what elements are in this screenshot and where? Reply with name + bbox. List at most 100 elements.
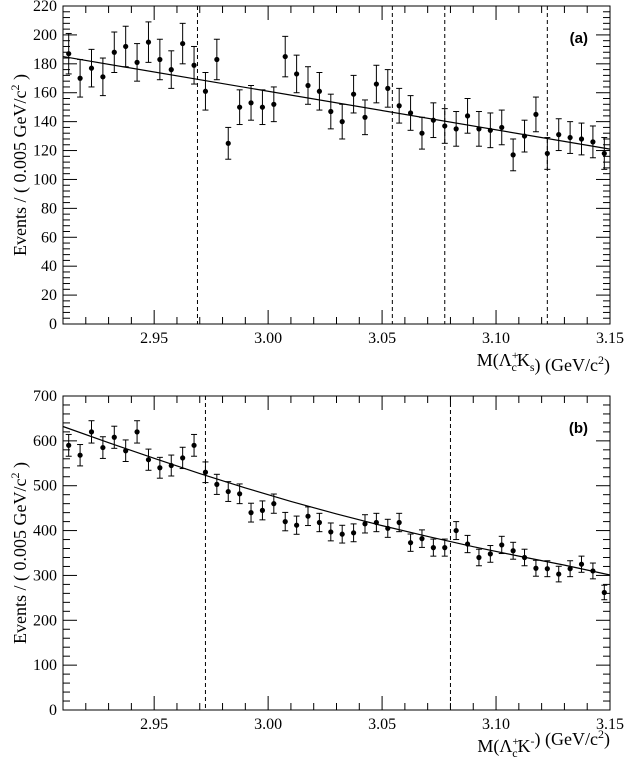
y-tick-label: 0 xyxy=(49,316,57,333)
y-tick-label: 700 xyxy=(33,388,57,405)
x-tick-label: 3.05 xyxy=(368,330,396,347)
data-point xyxy=(476,554,482,561)
data-point xyxy=(123,43,129,50)
data-point xyxy=(407,110,414,116)
data-point xyxy=(225,488,231,495)
data-point xyxy=(214,481,220,487)
data-point xyxy=(510,548,516,554)
data-point xyxy=(191,442,197,448)
data-point xyxy=(66,442,72,448)
x-axis-title: M(Λ+ cK-) (GeV/c2) xyxy=(477,727,610,760)
data-point xyxy=(544,150,550,157)
data-point xyxy=(373,519,379,526)
data-point xyxy=(578,561,585,567)
data-point xyxy=(453,527,459,534)
data-point xyxy=(556,132,562,138)
data-point xyxy=(259,507,266,513)
data-point xyxy=(100,74,106,80)
data-point xyxy=(544,566,550,572)
y-tick-label: 120 xyxy=(33,143,57,160)
data-point xyxy=(88,429,95,435)
data-point xyxy=(202,88,209,94)
data-point xyxy=(191,62,197,68)
data-point xyxy=(202,469,209,475)
y-tick-label: 220 xyxy=(33,0,57,15)
data-point xyxy=(134,59,140,65)
data-point xyxy=(430,545,436,551)
data-point xyxy=(168,462,174,469)
data-point xyxy=(430,117,436,123)
data-point xyxy=(533,111,539,118)
data-point xyxy=(601,150,607,157)
data-point xyxy=(214,56,220,63)
x-tick-label: 3.10 xyxy=(482,330,510,347)
y-tick-label: 200 xyxy=(33,612,57,629)
panel-label: (a) xyxy=(570,30,588,47)
y-tick-label: 20 xyxy=(41,287,57,304)
data-point xyxy=(111,434,117,440)
data-point xyxy=(145,39,152,45)
data-point xyxy=(294,522,300,528)
data-point xyxy=(77,75,83,81)
data-point xyxy=(145,457,152,463)
data-point xyxy=(499,542,505,548)
x-tick-label: 3.05 xyxy=(368,716,396,733)
data-point xyxy=(225,140,231,146)
y-tick-label: 140 xyxy=(33,114,57,131)
data-point xyxy=(521,133,528,139)
data-point xyxy=(499,124,505,131)
data-point xyxy=(407,540,414,546)
y-tick-label: 300 xyxy=(33,567,57,584)
x-tick-label: 2.95 xyxy=(140,330,168,347)
y-tick-label: 500 xyxy=(33,478,57,495)
data-point xyxy=(248,510,254,516)
data-point xyxy=(88,65,95,71)
data-point xyxy=(328,108,334,115)
data-point xyxy=(567,566,573,572)
data-point xyxy=(271,501,277,507)
data-point xyxy=(476,126,482,132)
data-point xyxy=(396,519,402,526)
data-point xyxy=(111,49,117,55)
data-point xyxy=(248,100,254,106)
y-axis-title: Events / ( 0.005 GeV/c2 ) xyxy=(8,462,31,644)
data-point xyxy=(305,82,311,89)
y-tick-label: 0 xyxy=(49,702,57,719)
data-point xyxy=(419,130,425,136)
y-tick-label: 60 xyxy=(41,229,57,246)
data-point xyxy=(601,589,607,596)
data-point xyxy=(556,571,562,577)
data-point xyxy=(567,134,573,141)
data-point xyxy=(385,525,391,531)
data-point xyxy=(464,113,471,119)
data-point xyxy=(100,444,106,451)
data-point xyxy=(362,114,368,120)
data-point xyxy=(77,452,83,458)
y-tick-label: 40 xyxy=(41,258,57,275)
data-point xyxy=(339,119,345,125)
data-point xyxy=(294,71,300,77)
data-point xyxy=(533,565,539,571)
data-point xyxy=(180,40,186,47)
data-point xyxy=(157,56,163,63)
data-point xyxy=(180,455,186,461)
data-point xyxy=(282,519,288,525)
data-point xyxy=(316,88,323,94)
chart-panel-b: 0 100 200 300 400 500 600 700 2.95 3.00 3.05 3.10 3.… xyxy=(8,388,624,760)
y-tick-label: 100 xyxy=(33,171,57,188)
x-tick-label: 2.95 xyxy=(140,716,168,733)
data-point xyxy=(419,536,425,542)
data-point xyxy=(487,551,493,557)
y-tick-label: 600 xyxy=(33,433,57,450)
y-tick-label: 100 xyxy=(33,657,57,674)
fit-line xyxy=(62,55,611,150)
data-point xyxy=(305,513,311,519)
x-tick-label: 3.00 xyxy=(254,716,282,733)
data-point xyxy=(259,104,266,110)
data-point xyxy=(442,123,448,129)
data-point xyxy=(521,554,528,561)
y-tick-label: 400 xyxy=(33,523,57,540)
data-point xyxy=(510,152,516,158)
data-point xyxy=(168,67,174,73)
data-point xyxy=(328,529,334,535)
